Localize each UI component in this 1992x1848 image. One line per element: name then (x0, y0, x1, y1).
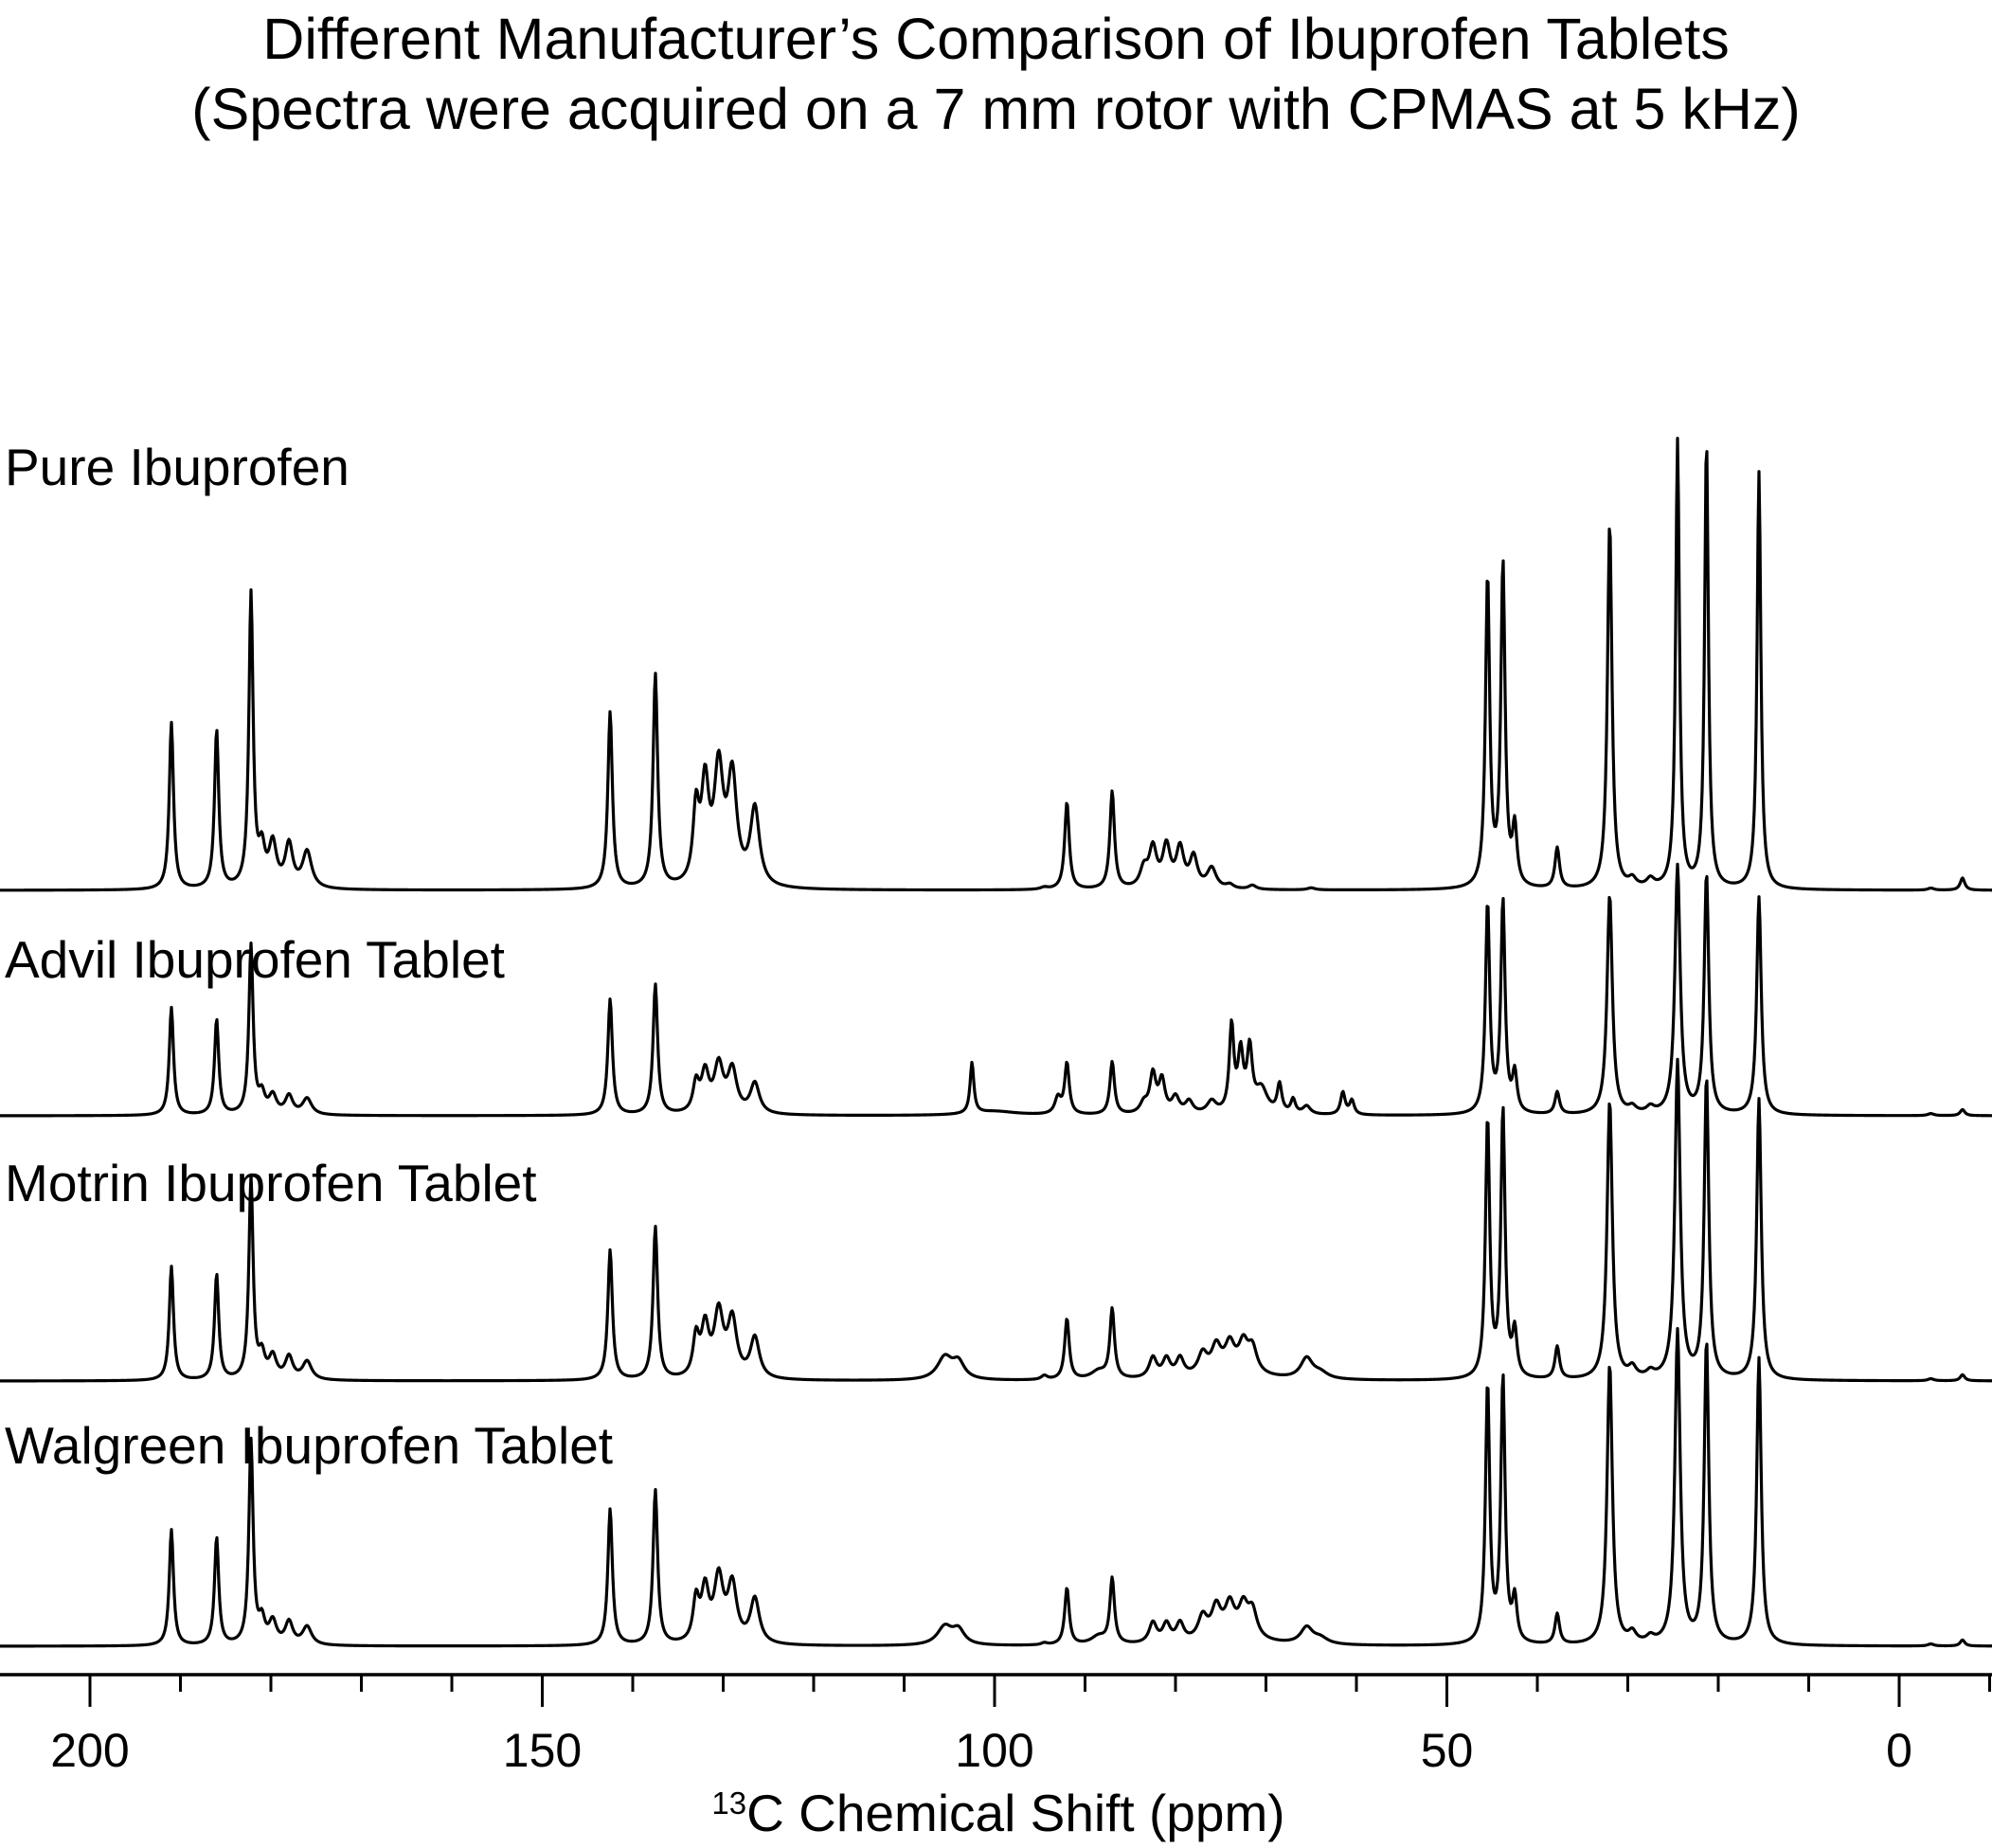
tick-label-150: 150 (503, 1724, 582, 1777)
tick-label-0: 0 (1886, 1724, 1912, 1777)
x-axis-label-text: C Chemical Shift (ppm) (746, 1784, 1284, 1842)
x-axis-label-superscript: 13 (711, 1785, 746, 1821)
series-label-2: Advil Ibuprofen Tablet (5, 930, 505, 989)
series-label-4: Walgreen Ibuprofen Tablet (5, 1416, 613, 1475)
spectrum-trace-2 (0, 862, 1992, 1118)
tick-label-200: 200 (50, 1724, 129, 1777)
series-labels: Pure Ibuprofen Advil Ibuprofen Tablet Motr… (5, 438, 613, 1475)
spectrum-trace-3 (0, 1057, 1992, 1383)
spectrum-trace-1 (0, 437, 1992, 892)
chart-title: Different Manufacturer’s Comparison of I… (262, 7, 1730, 71)
series-label-3: Motrin Ibuprofen Tablet (5, 1154, 537, 1212)
spectra-traces (0, 437, 1992, 1648)
tick-label-100: 100 (955, 1724, 1033, 1777)
x-axis-label: 13C Chemical Shift (ppm) (711, 1784, 1284, 1842)
x-axis-ticks: 200 150 100 50 0 (50, 1675, 1991, 1777)
spectrum-trace-4 (0, 1327, 1992, 1648)
chart-title-block: Different Manufacturer’s Comparison of I… (0, 4, 1992, 144)
tick-label-50: 50 (1421, 1724, 1474, 1777)
series-label-1: Pure Ibuprofen (5, 438, 350, 496)
chart-subtitle: (Spectra were acquired on a 7 mm rotor w… (191, 77, 1801, 141)
